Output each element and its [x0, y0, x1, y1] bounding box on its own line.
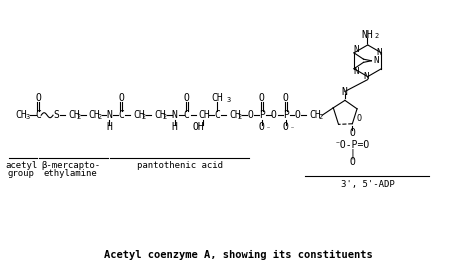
Text: CH: CH: [68, 110, 80, 120]
Text: O: O: [184, 93, 190, 103]
Text: CH: CH: [16, 110, 27, 120]
Text: |: |: [349, 148, 356, 159]
Text: O: O: [349, 157, 356, 167]
Text: O: O: [356, 114, 361, 123]
Text: acetyl: acetyl: [5, 161, 37, 170]
Text: C: C: [118, 110, 124, 120]
Text: O: O: [259, 122, 265, 132]
Text: 2: 2: [77, 114, 81, 120]
Text: CH: CH: [211, 93, 223, 103]
Text: CH: CH: [199, 110, 210, 120]
Text: N: N: [107, 110, 112, 120]
Text: CH: CH: [133, 110, 145, 120]
Text: 2: 2: [98, 114, 102, 120]
Text: S: S: [53, 110, 59, 120]
Text: N: N: [353, 45, 359, 54]
Text: H: H: [172, 122, 178, 132]
Text: O: O: [259, 93, 265, 103]
Text: 2: 2: [318, 114, 322, 120]
Text: N: N: [341, 87, 347, 97]
Text: H: H: [107, 122, 112, 132]
Text: O: O: [247, 110, 253, 120]
Text: Acetyl coenzyme A, showing its constituents: Acetyl coenzyme A, showing its constitue…: [104, 250, 373, 260]
Text: O: O: [283, 122, 289, 132]
Text: C: C: [214, 110, 220, 120]
Text: pantothenic acid: pantothenic acid: [137, 161, 223, 170]
Text: ethylamine: ethylamine: [44, 169, 98, 178]
Text: ⁻: ⁻: [266, 124, 271, 134]
Text: 3: 3: [25, 114, 29, 120]
Text: O: O: [118, 93, 124, 103]
Text: 2: 2: [374, 33, 379, 39]
Text: CH: CH: [89, 110, 100, 120]
Text: β-mercapto-: β-mercapto-: [41, 161, 100, 170]
Text: N: N: [172, 110, 178, 120]
Text: N: N: [377, 48, 382, 57]
Text: NH: NH: [362, 30, 374, 40]
Text: N: N: [353, 67, 359, 76]
Text: 2: 2: [163, 114, 167, 120]
Text: ⁻: ⁻: [290, 124, 295, 134]
Text: CH: CH: [310, 110, 321, 120]
Text: N: N: [374, 56, 379, 65]
Text: CH: CH: [229, 110, 241, 120]
Text: O: O: [349, 128, 356, 138]
Text: 3', 5'-ADP: 3', 5'-ADP: [341, 180, 394, 189]
Text: O: O: [294, 110, 301, 120]
Text: ⁻O-P=O: ⁻O-P=O: [335, 140, 370, 150]
Text: O: O: [283, 93, 289, 103]
Text: P: P: [259, 110, 265, 120]
Text: 2: 2: [238, 114, 242, 120]
Text: C: C: [35, 110, 41, 120]
Text: O: O: [271, 110, 277, 120]
Text: 3: 3: [226, 97, 230, 103]
Text: OH: OH: [192, 122, 204, 132]
Text: 2: 2: [142, 114, 146, 120]
Text: group: group: [8, 169, 35, 178]
Text: N: N: [363, 72, 368, 81]
Text: O: O: [35, 93, 41, 103]
Text: C: C: [184, 110, 190, 120]
Text: CH: CH: [154, 110, 166, 120]
Text: P: P: [283, 110, 289, 120]
